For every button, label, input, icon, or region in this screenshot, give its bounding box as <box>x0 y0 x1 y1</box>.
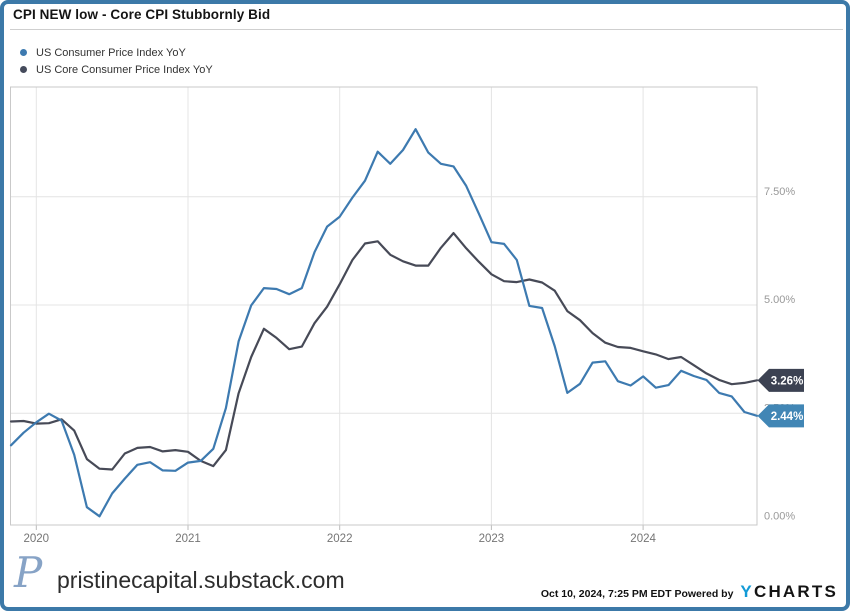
y-axis-label: 0.00% <box>764 511 795 523</box>
core-cpi-series-dot-icon <box>20 66 27 73</box>
cpi-end-value-tag <box>757 404 804 428</box>
ycharts-logo-y: Y <box>740 582 754 601</box>
plot-border <box>10 86 758 526</box>
ycharts-logo-charts: CHARTS <box>753 582 838 601</box>
attribution-bar: Oct 10, 2024, 7:25 PM EDT Powered by YCH… <box>541 582 838 602</box>
title-separator <box>10 29 843 30</box>
core-cpi-yoy-line <box>9 232 759 471</box>
cpi-end-value-label: 2.44% <box>771 411 804 423</box>
legend-item-cpi: US Consumer Price Index YoY <box>20 44 213 61</box>
x-axis-label: 2023 <box>479 533 505 545</box>
pristine-capital-site-link[interactable]: pristinecapital.substack.com <box>57 567 345 593</box>
core-end-value-tag <box>757 368 804 392</box>
legend-label-cpi: US Consumer Price Index YoY <box>36 46 186 59</box>
legend-item-core-cpi: US Core Consumer Price Index YoY <box>20 61 213 78</box>
x-axis-label: 2022 <box>327 533 353 545</box>
x-axis-label: 2024 <box>630 533 656 545</box>
x-axis-label: 2020 <box>24 533 50 545</box>
x-axis-label: 2021 <box>175 533 201 545</box>
chart-legend: US Consumer Price Index YoY US Core Cons… <box>20 44 213 78</box>
cpi-yoy-line <box>9 128 759 518</box>
timestamp-powered-by: Oct 10, 2024, 7:25 PM EDT Powered by <box>540 588 734 600</box>
cpi-series-dot-icon <box>20 49 27 56</box>
y-axis-label: 5.00% <box>764 294 795 306</box>
legend-label-core-cpi: US Core Consumer Price Index YoY <box>36 63 213 76</box>
ycharts-logo[interactable]: YCHARTS <box>740 582 838 602</box>
pristine-capital-logo-icon: P <box>14 548 43 597</box>
core-end-value-label: 3.26% <box>771 375 804 387</box>
chart-title: CPI NEW low - Core CPI Stubbornly Bid <box>13 7 271 22</box>
y-axis-label: 7.50% <box>764 186 795 198</box>
